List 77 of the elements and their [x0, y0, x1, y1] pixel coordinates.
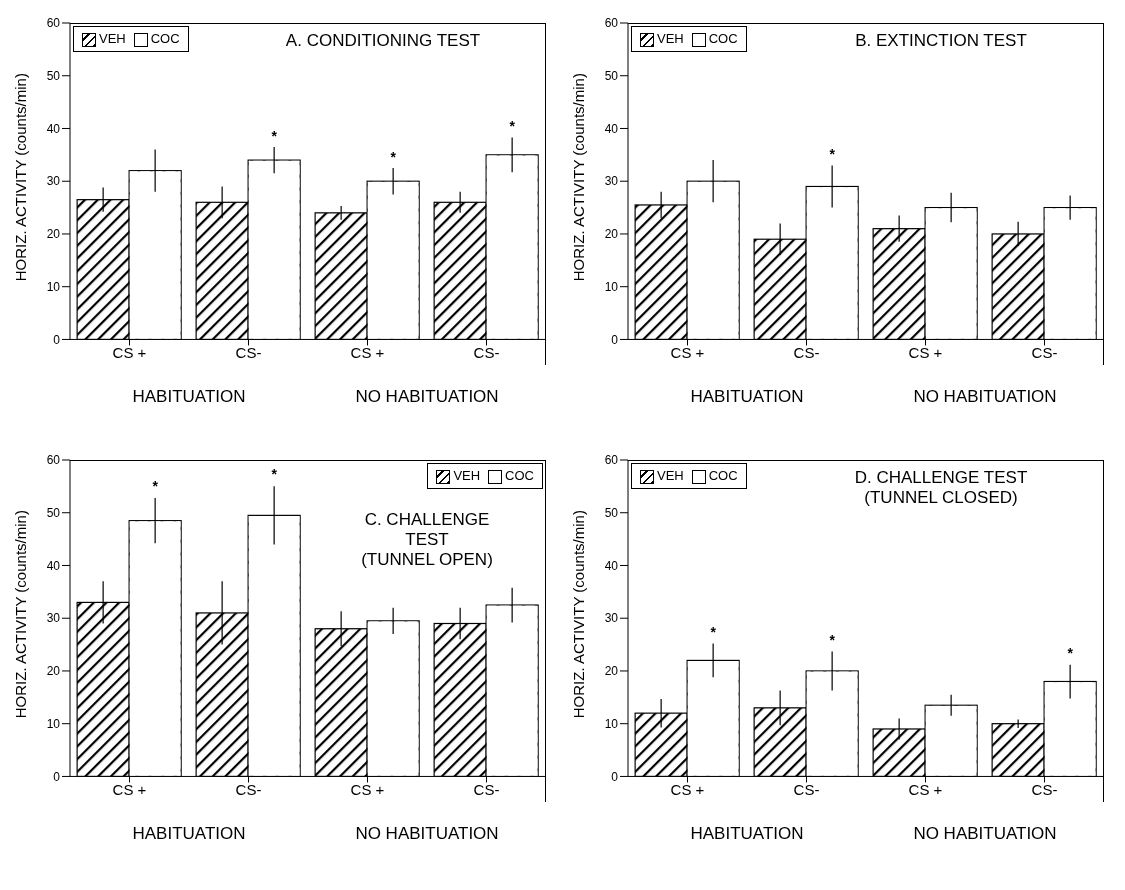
text: C. CHALLENGE TEST (TUNNEL OPEN)	[360, 510, 494, 570]
text: HABITUATION	[689, 824, 805, 844]
text: D. CHALLENGE TEST (TUNNEL CLOSED)	[853, 468, 1029, 508]
data-label: *	[1067, 645, 1074, 662]
text: HABITUATION	[131, 824, 247, 844]
legend-label: VEH	[656, 468, 684, 483]
data-label: *	[271, 466, 278, 483]
y-tick-label: 60	[604, 16, 619, 31]
x-tick-label: CS-	[473, 781, 500, 799]
text: NO HABITUATION	[354, 387, 500, 407]
data-label: *	[710, 624, 717, 641]
y-tick-label: 0	[53, 332, 61, 347]
legend-label: VEH	[656, 31, 684, 46]
x-tick-label: CS +	[908, 781, 943, 799]
y-axis-title: HORIZ. ACTIVITY (counts/min)	[12, 510, 30, 719]
text: NO HABITUATION	[354, 824, 500, 844]
y-tick-label: 0	[611, 769, 619, 784]
y-tick-label: 40	[604, 121, 619, 136]
text: HABITUATION	[689, 387, 805, 407]
y-tick-label: 10	[604, 716, 619, 731]
y-axis-title: HORIZ. ACTIVITY (counts/min)	[570, 510, 588, 719]
y-tick-label: 60	[46, 453, 61, 468]
y-tick-label: 50	[46, 69, 61, 83]
text: NO HABITUATION	[912, 387, 1058, 407]
y-tick-label: 50	[604, 506, 619, 520]
y-tick-label: 40	[46, 121, 61, 136]
y-axis-title: HORIZ. ACTIVITY (counts/min)	[570, 73, 588, 282]
x-tick-label: CS +	[350, 344, 385, 362]
legend-label: COC	[149, 31, 180, 46]
data-label: *	[829, 631, 836, 648]
x-tick-label: CS-	[1031, 781, 1058, 799]
y-tick-label: 50	[604, 69, 619, 83]
x-tick-label: CS-	[473, 344, 500, 362]
x-tick-label: CS +	[112, 781, 147, 799]
y-tick-label: 20	[604, 664, 619, 679]
data-label: *	[152, 478, 159, 495]
y-axis-title: HORIZ. ACTIVITY (counts/min)	[12, 73, 30, 282]
y-tick-label: 40	[46, 558, 61, 573]
y-tick-label: 10	[46, 279, 61, 294]
y-tick-label: 0	[53, 769, 61, 784]
legend-label: VEH	[452, 468, 481, 483]
legend-label: COC	[504, 468, 534, 483]
x-tick-label: CS +	[670, 781, 705, 799]
data-label: *	[829, 145, 836, 162]
y-tick-label: 30	[604, 611, 619, 626]
x-tick-label: CS +	[908, 344, 943, 362]
x-tick-label: CS-	[235, 781, 262, 799]
x-tick-label: CS-	[235, 344, 262, 362]
x-tick-label: CS-	[1031, 344, 1058, 362]
data-label: *	[509, 118, 516, 135]
y-tick-label: 30	[46, 611, 61, 626]
legend-label: COC	[707, 468, 738, 483]
y-tick-label: 10	[604, 279, 619, 294]
y-tick-label: 10	[46, 716, 61, 731]
x-tick-label: CS +	[112, 344, 147, 362]
text: NO HABITUATION	[912, 824, 1058, 844]
y-tick-label: 30	[604, 174, 619, 189]
y-tick-label: 50	[46, 506, 61, 520]
y-tick-label: 40	[604, 558, 619, 573]
x-tick-label: CS +	[670, 344, 705, 362]
x-tick-label: CS-	[793, 344, 820, 362]
y-tick-label: 20	[46, 664, 61, 679]
y-tick-label: 20	[46, 227, 61, 242]
x-tick-label: CS-	[793, 781, 820, 799]
text: A. CONDITIONING TEST	[284, 31, 482, 51]
text: HABITUATION	[131, 387, 247, 407]
data-label: *	[390, 148, 397, 165]
y-tick-label: 60	[46, 16, 61, 31]
text: B. EXTINCTION TEST	[854, 31, 1028, 51]
data-label: *	[271, 127, 278, 144]
y-tick-label: 20	[604, 227, 619, 242]
y-tick-label: 0	[611, 332, 619, 347]
x-tick-label: CS +	[350, 781, 385, 799]
legend-label: COC	[707, 31, 738, 46]
legend-label: VEH	[98, 31, 126, 46]
y-tick-label: 30	[46, 174, 61, 189]
y-tick-label: 60	[604, 453, 619, 468]
